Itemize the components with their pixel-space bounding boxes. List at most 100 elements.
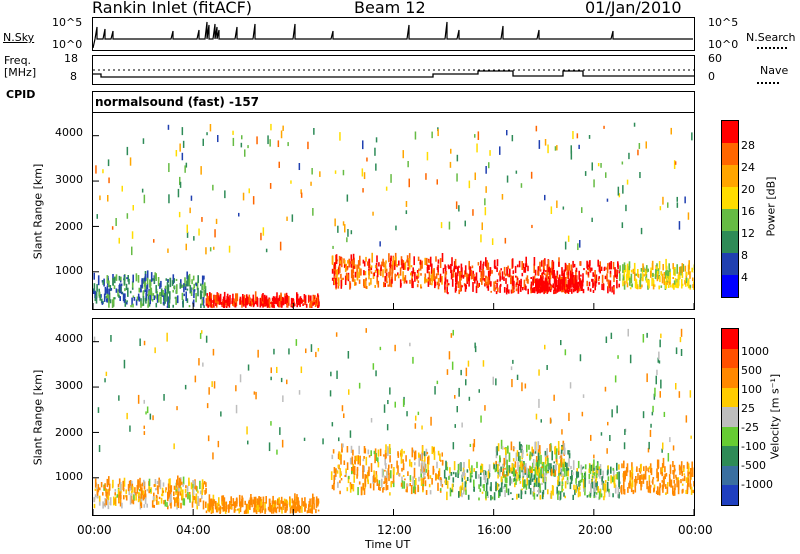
heatmap-cell (126, 301, 128, 305)
heatmap-cell (126, 213, 129, 219)
heatmap-cell (278, 161, 280, 168)
heatmap-cell (618, 193, 621, 198)
heatmap-cell (218, 295, 220, 302)
heatmap-cell (106, 478, 109, 486)
heatmap-cell (648, 480, 651, 489)
heatmap-cell (179, 143, 181, 152)
heatmap-cell (339, 468, 341, 478)
heatmap-cell (621, 222, 624, 229)
heatmap-cell (558, 496, 560, 500)
heatmap-cell (578, 281, 580, 285)
heatmap-cell (652, 278, 654, 281)
heatmap-cell (450, 333, 453, 338)
heatmap-cell (340, 273, 342, 279)
heatmap-cell (427, 277, 430, 287)
heatmap-cell (425, 448, 428, 456)
heatmap-cell (466, 272, 468, 282)
heatmap-cell (559, 274, 561, 279)
heatmap-cell (194, 375, 197, 383)
heatmap-cell (440, 459, 442, 462)
heatmap-cell (150, 487, 152, 494)
heatmap-cell (474, 172, 476, 180)
heatmap-cell (510, 275, 512, 285)
heatmap-cell (472, 443, 475, 452)
heatmap-cell (193, 480, 196, 489)
heatmap-cell (143, 340, 146, 346)
heatmap-cell (458, 491, 460, 498)
heatmap-cell (108, 288, 110, 297)
heatmap-cell (215, 294, 217, 303)
heatmap-cell (423, 466, 425, 472)
heatmap-cell (196, 501, 198, 510)
heatmap-cell (436, 179, 438, 185)
heatmap-cell (205, 510, 208, 514)
heatmap-cell (282, 125, 284, 131)
heatmap-cell (513, 447, 516, 450)
heatmap-cell (558, 481, 561, 486)
heatmap-cell (342, 443, 344, 448)
heatmap-cell (617, 494, 619, 498)
heatmap-cell (669, 437, 671, 443)
heatmap-cell (413, 467, 416, 478)
heatmap-cell (186, 224, 188, 233)
heatmap-cell (211, 503, 214, 510)
heatmap-cell (294, 502, 297, 512)
heatmap-cell (194, 496, 197, 504)
power-cb-tick-24: 24 (741, 161, 755, 174)
heatmap-cell (412, 476, 414, 486)
heatmap-cell (547, 265, 550, 273)
heatmap-cell (515, 478, 517, 485)
heatmap-cell (507, 470, 510, 476)
heatmap-cell (171, 280, 174, 286)
heatmap-cell (548, 280, 551, 285)
heatmap-cell (577, 471, 580, 478)
heatmap-cell (429, 475, 432, 479)
heatmap-cell (154, 295, 157, 299)
heatmap-cell (370, 463, 373, 472)
heatmap-cell (604, 386, 607, 392)
heatmap-cell (305, 503, 307, 509)
heatmap-cell (272, 495, 274, 504)
heatmap-cell (637, 149, 639, 156)
heatmap-cell (364, 474, 366, 484)
heatmap-cell (441, 484, 444, 488)
heatmap-cell (689, 475, 692, 480)
heatmap-cell (554, 291, 556, 294)
heatmap-cell (114, 277, 116, 284)
heatmap-cell (133, 494, 135, 501)
heatmap-cell (118, 488, 120, 495)
heatmap-cell (222, 503, 224, 507)
heatmap-cell (348, 389, 350, 395)
heatmap-cell (351, 483, 353, 490)
heatmap-cell (525, 484, 528, 490)
heatmap-cell (560, 276, 563, 281)
heatmap-cell (626, 282, 629, 288)
heatmap-cell (458, 289, 460, 295)
heatmap-cell (329, 390, 332, 397)
heatmap-cell (346, 194, 349, 202)
heatmap-cell (229, 294, 231, 305)
heatmap-cell (551, 285, 554, 288)
heatmap-cell (513, 290, 515, 293)
heatmap-cell (333, 467, 336, 474)
heatmap-cell (344, 266, 347, 272)
heatmap-cell (521, 446, 523, 450)
heatmap-cell (658, 487, 661, 496)
heatmap-cell (376, 479, 379, 486)
heatmap-cell (691, 461, 693, 471)
heatmap-cell (652, 477, 655, 480)
heatmap-cell (433, 270, 435, 273)
heatmap-cell (529, 474, 531, 479)
heatmap-cell (518, 441, 521, 451)
heatmap-cell (186, 288, 189, 291)
heatmap-cell (528, 468, 530, 475)
heatmap-cell (302, 303, 304, 306)
heatmap-cell (276, 506, 279, 509)
heatmap-cell (388, 444, 391, 454)
heatmap-cell (421, 459, 423, 462)
vel-cb-tick-m1000: -1000 (741, 478, 773, 491)
heatmap-cell (479, 277, 482, 281)
heatmap-cell (353, 265, 355, 269)
heatmap-cell (548, 286, 551, 291)
heatmap-cell (218, 497, 220, 505)
